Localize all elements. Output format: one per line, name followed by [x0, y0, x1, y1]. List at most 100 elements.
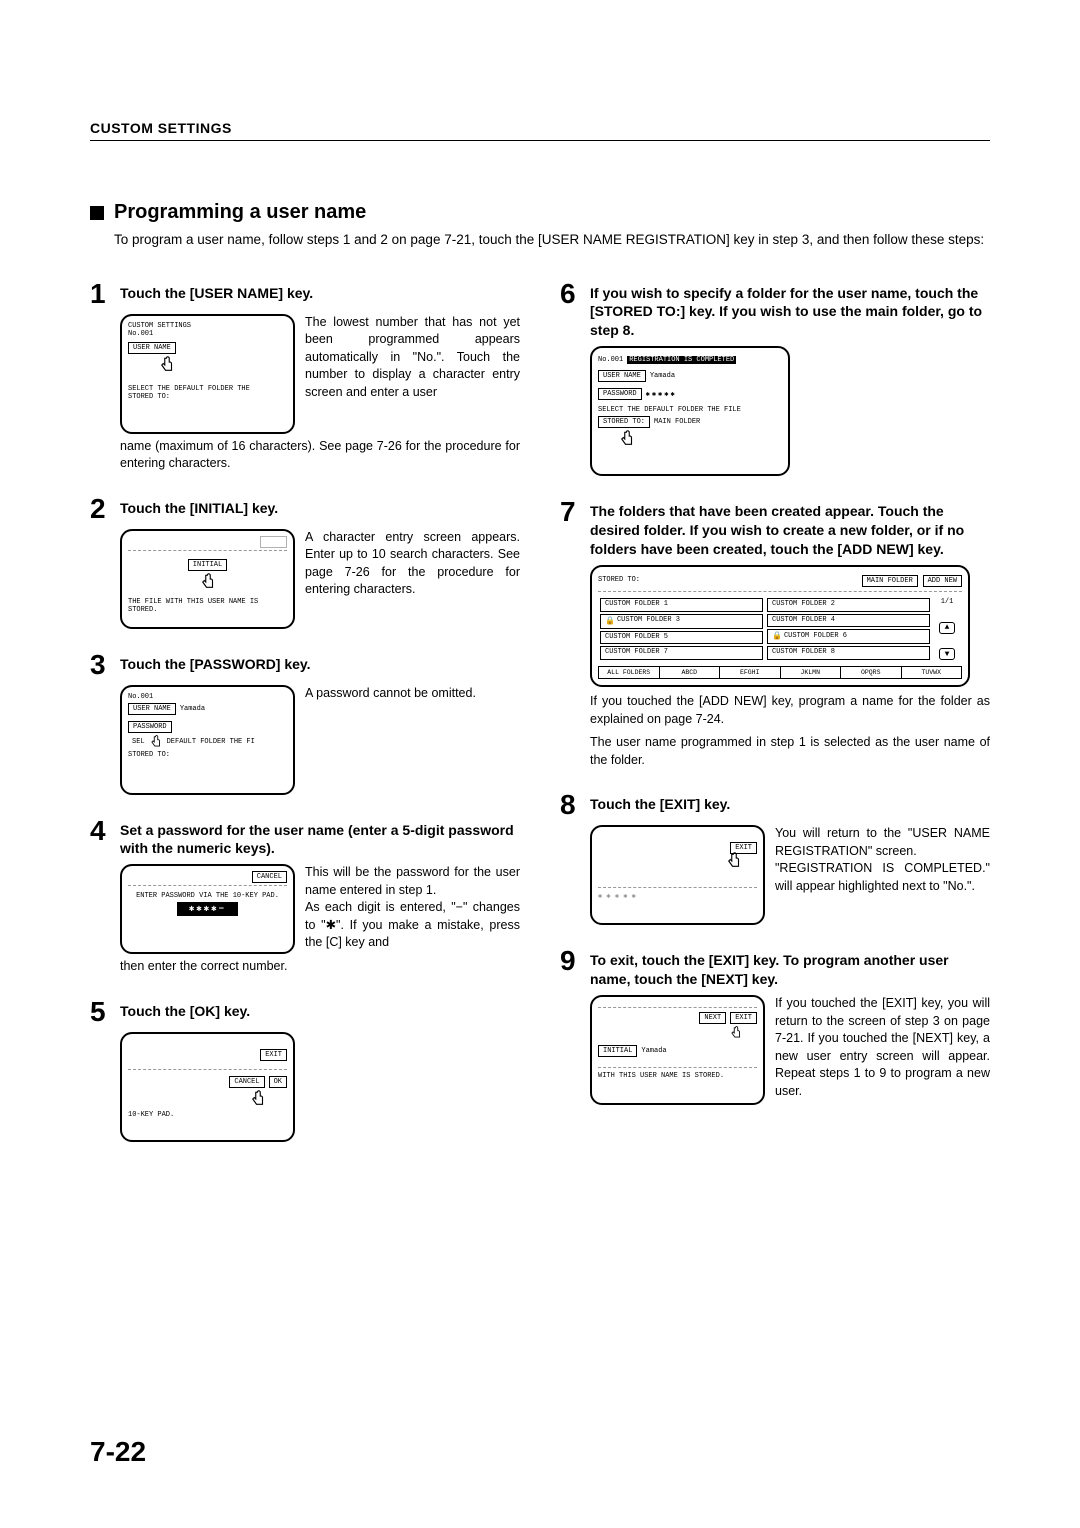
step-title: The folders that have been created appea… — [590, 498, 990, 559]
fig-value: Yamada — [650, 372, 675, 380]
fig-label: 10-KEY PAD. — [128, 1111, 287, 1119]
folder-item[interactable]: 🔒CUSTOM FOLDER 6 — [767, 629, 930, 644]
cancel-button[interactable]: CANCEL — [229, 1076, 264, 1088]
lock-icon: 🔒 — [605, 616, 615, 627]
folder-item[interactable]: CUSTOM FOLDER 2 — [767, 598, 930, 612]
folder-item[interactable]: CUSTOM FOLDER 1 — [600, 598, 763, 612]
tab-tuvwx[interactable]: TUVWX — [901, 666, 963, 679]
hand-pointer-icon — [249, 1090, 267, 1108]
fig-value: Yamada — [180, 705, 205, 713]
folder-item[interactable]: CUSTOM FOLDER 5 — [600, 631, 763, 645]
user-name-button[interactable]: USER NAME — [128, 342, 176, 354]
fig-label: SELECT THE DEFAULT FOLDER THE FILE — [598, 406, 782, 414]
lock-icon: 🔒 — [772, 631, 782, 642]
folder-item[interactable]: CUSTOM FOLDER 4 — [767, 614, 930, 628]
ok-button[interactable]: OK — [269, 1076, 287, 1088]
fig-label: No.001 — [128, 693, 287, 701]
step-text: then enter the correct number. — [120, 958, 520, 976]
step-text: A password cannot be omitted. — [305, 685, 476, 795]
step-title: Touch the [USER NAME] key. — [120, 280, 313, 303]
exit-button[interactable]: EXIT — [260, 1049, 287, 1061]
figure-step4: CANCEL ENTER PASSWORD VIA THE 10-KEY PAD… — [120, 864, 295, 954]
add-new-button[interactable]: ADD NEW — [923, 575, 962, 587]
hand-pointer-icon — [199, 573, 217, 591]
step-6: 6 If you wish to specify a folder for th… — [560, 280, 990, 477]
fig-label: CUSTOM SETTINGS — [128, 322, 287, 330]
scroll-up-button[interactable]: ▲ — [939, 622, 955, 634]
hand-pointer-icon — [729, 1026, 743, 1040]
step-number: 4 — [90, 817, 112, 845]
password-button[interactable]: PASSWORD — [128, 721, 172, 733]
step-title: Set a password for the user name (enter … — [120, 817, 520, 859]
step-text: The lowest number that has not yet been … — [305, 314, 520, 434]
folder-item[interactable]: CUSTOM FOLDER 7 — [600, 646, 763, 660]
fig-label: DEFAULT FOLDER THE FI — [167, 738, 255, 746]
step-title: Touch the [OK] key. — [120, 998, 250, 1021]
figure-step6: No.001 REGISTRATION IS COMPLETED USER NA… — [590, 346, 790, 476]
step-8: 8 Touch the [EXIT] key. EXIT ✱ ✱ ✱ ✱ ✱ — [560, 791, 990, 925]
initial-button[interactable]: INITIAL — [188, 559, 227, 571]
tab-efghi[interactable]: EFGHI — [719, 666, 780, 679]
fig-label: STORED TO: — [128, 751, 287, 759]
figure-step2: INITIAL THE FILE WITH THIS USER NAME IS … — [120, 529, 295, 629]
step-number: 5 — [90, 998, 112, 1026]
step-text-part: As each digit is entered, "−" changes to… — [305, 900, 520, 949]
step-number: 3 — [90, 651, 112, 679]
step-title: Touch the [PASSWORD] key. — [120, 651, 311, 674]
page-indicator: 1/1 — [941, 598, 954, 608]
password-mask: ✱✱✱✱− — [177, 902, 238, 916]
step-4: 4 Set a password for the user name (ente… — [90, 817, 520, 976]
step-9: 9 To exit, touch the [EXIT] key. To prog… — [560, 947, 990, 1105]
main-folder-button[interactable]: MAIN FOLDER — [862, 575, 918, 587]
page-header: CUSTOM SETTINGS — [90, 120, 990, 141]
step-2: 2 Touch the [INITIAL] key. INITIAL — [90, 495, 520, 629]
cancel-button[interactable]: CANCEL — [252, 871, 287, 883]
step-text: The user name programmed in step 1 is se… — [590, 734, 990, 769]
step-number: 9 — [560, 947, 582, 975]
tab-abcd[interactable]: ABCD — [659, 666, 720, 679]
left-column: 1 Touch the [USER NAME] key. CUSTOM SETT… — [90, 280, 520, 1164]
fig-value: MAIN FOLDER — [654, 418, 700, 426]
step-text: name (maximum of 16 characters). See pag… — [120, 438, 520, 473]
step-number: 7 — [560, 498, 582, 526]
highlight-label: REGISTRATION IS COMPLETED — [627, 356, 736, 364]
step-title: If you wish to specify a folder for the … — [590, 280, 990, 341]
figure-step7: STORED TO: MAIN FOLDER ADD NEW CUSTOM FO… — [590, 565, 970, 687]
hand-pointer-icon — [725, 852, 743, 870]
hand-pointer-icon — [158, 356, 176, 374]
password-button[interactable]: PASSWORD — [598, 388, 642, 400]
tab-jklmn[interactable]: JKLMN — [780, 666, 841, 679]
section-title: Programming a user name — [114, 201, 366, 224]
figure-step1: CUSTOM SETTINGS No.001 USER NAME SELECT … — [120, 314, 295, 434]
figure-step3: No.001 USER NAME Yamada PASSWORD SEL DEF… — [120, 685, 295, 795]
section-intro: To program a user name, follow steps 1 a… — [114, 230, 990, 250]
right-column: 6 If you wish to specify a folder for th… — [560, 280, 990, 1164]
password-mask: ✱ ✱ ✱ ✱ ✱ — [598, 892, 757, 901]
exit-button[interactable]: EXIT — [730, 1012, 757, 1024]
step-text-part: "REGISTRATION IS COMPLETED." will appear… — [775, 861, 990, 893]
folder-item[interactable]: 🔒CUSTOM FOLDER 3 — [600, 614, 763, 629]
step-3: 3 Touch the [PASSWORD] key. No.001 USER … — [90, 651, 520, 795]
tab-opqrs[interactable]: OPQRS — [840, 666, 901, 679]
figure-step8: EXIT ✱ ✱ ✱ ✱ ✱ — [590, 825, 765, 925]
step-number: 1 — [90, 280, 112, 308]
figure-step9: NEXT EXIT INITIAL Yamada WITH THIS USER … — [590, 995, 765, 1105]
user-name-button[interactable]: USER NAME — [598, 370, 646, 382]
tab-all[interactable]: ALL FOLDERS — [598, 666, 659, 679]
user-name-button[interactable]: USER NAME — [128, 703, 176, 715]
step-title: Touch the [INITIAL] key. — [120, 495, 278, 518]
step-number: 2 — [90, 495, 112, 523]
step-text: If you touched the [EXIT] key, you will … — [775, 995, 990, 1105]
scroll-down-button[interactable]: ▼ — [939, 648, 955, 660]
step-number: 6 — [560, 280, 582, 308]
folder-item[interactable]: CUSTOM FOLDER 8 — [767, 646, 930, 660]
step-text: If you touched the [ADD NEW] key, progra… — [590, 693, 990, 728]
stored-to-button[interactable]: STORED TO: — [598, 416, 650, 428]
initial-button[interactable]: INITIAL — [598, 1045, 637, 1057]
step-5: 5 Touch the [OK] key. EXIT CANCEL OK — [90, 998, 520, 1142]
step-title: Touch the [EXIT] key. — [590, 791, 730, 814]
next-button[interactable]: NEXT — [699, 1012, 726, 1024]
fig-dim-button — [260, 536, 287, 548]
fig-label: ENTER PASSWORD VIA THE 10-KEY PAD. — [128, 892, 287, 900]
fig-label: WITH THIS USER NAME IS STORED. — [598, 1072, 757, 1080]
